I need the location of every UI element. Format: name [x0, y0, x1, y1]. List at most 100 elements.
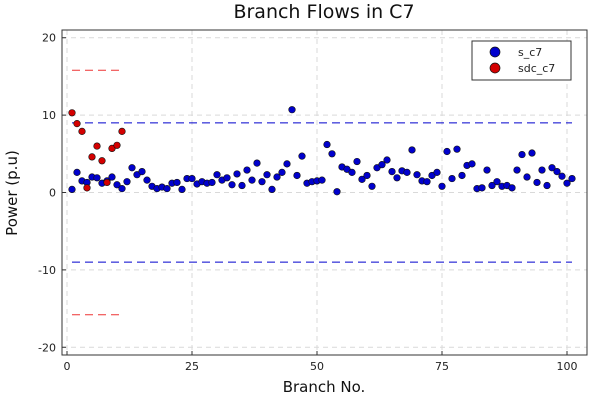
- data-point-s_c7: [238, 181, 246, 190]
- data-point-sdc_c7: [93, 142, 101, 150]
- data-point-s_c7: [263, 171, 271, 179]
- data-point-s_c7: [383, 156, 391, 164]
- data-point-s_c7: [113, 181, 121, 189]
- data-point-s_c7: [523, 173, 531, 181]
- y-tick-label: -10: [38, 264, 56, 277]
- y-tick-label: 10: [42, 109, 56, 122]
- axis-ticks: 0 25 50 75 100 -20 -10 0 10 20: [38, 32, 577, 373]
- data-point-s_c7: [548, 164, 556, 172]
- data-point-s_c7: [558, 172, 566, 180]
- data-point-sdc_c7: [68, 109, 76, 117]
- x-tick-label: 0: [64, 360, 71, 373]
- data-point-s_c7: [233, 170, 241, 178]
- data-point-s_c7: [413, 171, 421, 179]
- legend-marker-s_c7: [489, 46, 501, 58]
- limit-lines: [72, 69, 572, 316]
- data-points: [68, 106, 576, 196]
- data-point-s_c7: [143, 176, 151, 184]
- data-point-s_c7: [453, 145, 461, 153]
- data-point-s_c7: [228, 181, 236, 189]
- y-tick-label: -20: [38, 341, 56, 354]
- data-point-s_c7: [518, 150, 526, 159]
- data-point-s_c7: [393, 174, 401, 182]
- legend-label-s_c7: s_c7: [518, 46, 542, 59]
- data-point-s_c7: [118, 185, 126, 193]
- data-point-s_c7: [458, 171, 466, 180]
- data-point-s_c7: [368, 182, 376, 190]
- data-point-s_c7: [493, 178, 501, 186]
- data-point-s_c7: [328, 150, 336, 158]
- data-point-s_c7: [278, 168, 286, 176]
- data-point-s_c7: [333, 188, 341, 196]
- data-point-s_c7: [513, 166, 521, 174]
- x-tick-label: 25: [185, 360, 199, 373]
- data-point-sdc_c7: [78, 127, 86, 135]
- data-point-s_c7: [448, 174, 456, 183]
- data-point-s_c7: [363, 171, 371, 180]
- data-point-sdc_c7: [118, 127, 126, 135]
- data-point-s_c7: [68, 185, 76, 194]
- x-axis-title: Branch No.: [283, 378, 366, 396]
- data-point-s_c7: [348, 168, 356, 176]
- data-point-sdc_c7: [73, 120, 81, 128]
- x-tick-label: 75: [435, 360, 449, 373]
- y-tick-label: 20: [42, 32, 56, 45]
- data-point-s_c7: [318, 176, 326, 184]
- data-point-s_c7: [553, 168, 561, 176]
- data-point-sdc_c7: [83, 184, 91, 192]
- data-point-s_c7: [563, 179, 571, 187]
- data-point-s_c7: [483, 166, 491, 174]
- data-point-s_c7: [508, 184, 516, 192]
- data-point-s_c7: [188, 174, 196, 183]
- data-point-s_c7: [403, 168, 411, 176]
- legend: s_c7 sdc_c7: [471, 40, 572, 81]
- data-point-s_c7: [388, 168, 396, 176]
- data-point-s_c7: [353, 157, 361, 166]
- legend-label-sdc_c7: sdc_c7: [518, 62, 555, 75]
- data-point-s_c7: [423, 178, 431, 186]
- data-point-sdc_c7: [103, 178, 111, 187]
- data-point-s_c7: [213, 171, 221, 179]
- y-tick-label: 0: [49, 187, 56, 200]
- data-point-s_c7: [138, 168, 146, 176]
- data-point-sdc_c7: [113, 141, 121, 149]
- data-point-s_c7: [478, 184, 486, 192]
- data-point-s_c7: [408, 146, 416, 154]
- data-point-sdc_c7: [88, 153, 96, 161]
- data-point-s_c7: [288, 106, 296, 114]
- data-point-s_c7: [243, 166, 251, 174]
- data-point-s_c7: [108, 173, 116, 181]
- data-point-s_c7: [323, 140, 331, 149]
- x-tick-label: 100: [557, 360, 578, 373]
- data-point-s_c7: [293, 171, 301, 180]
- data-point-s_c7: [528, 149, 536, 157]
- data-point-s_c7: [568, 174, 576, 183]
- data-point-s_c7: [468, 160, 476, 168]
- data-point-s_c7: [273, 173, 281, 181]
- data-point-s_c7: [73, 168, 81, 176]
- data-point-s_c7: [298, 152, 306, 160]
- data-point-s_c7: [533, 178, 541, 187]
- data-point-s_c7: [93, 174, 101, 182]
- data-point-s_c7: [543, 181, 551, 190]
- data-point-s_c7: [128, 164, 136, 172]
- data-point-s_c7: [443, 147, 451, 156]
- chart-title: Branch Flows in C7: [233, 1, 414, 23]
- data-point-s_c7: [268, 185, 276, 194]
- legend-box: [471, 40, 572, 81]
- legend-marker-sdc_c7: [489, 62, 501, 74]
- data-point-s_c7: [358, 175, 366, 183]
- data-point-s_c7: [248, 176, 256, 184]
- data-point-s_c7: [253, 159, 261, 167]
- data-point-s_c7: [178, 185, 186, 194]
- grid-layer: [62, 30, 587, 355]
- data-point-s_c7: [163, 185, 171, 193]
- y-axis-title: Power (p.u): [3, 150, 21, 236]
- data-point-s_c7: [208, 178, 216, 187]
- data-point-s_c7: [223, 174, 231, 182]
- data-point-s_c7: [538, 166, 546, 174]
- x-tick-label: 50: [310, 360, 324, 373]
- data-point-s_c7: [173, 178, 181, 187]
